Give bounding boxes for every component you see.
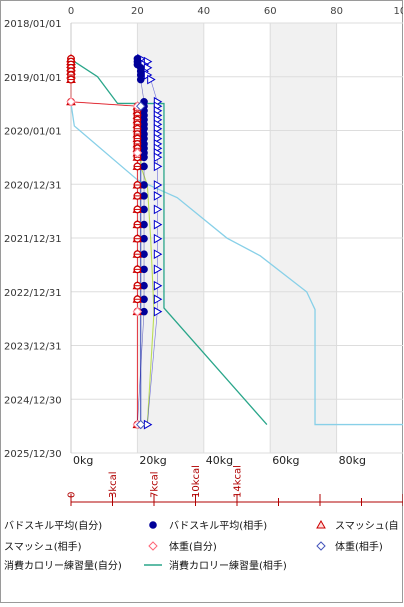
weight-line-0: [70, 101, 138, 425]
y-tick-label: 2018/01/01: [4, 19, 62, 30]
legend-label: スマッシュ(相手): [4, 540, 82, 553]
kg-tick-label: 60kg: [272, 454, 299, 467]
point-3-27: [153, 264, 163, 275]
weight-point-0-3: [132, 306, 143, 317]
top-tick-label: 80: [330, 6, 343, 17]
point-3-23: [153, 204, 163, 215]
y-tick-label: 2019/01/01: [4, 73, 62, 84]
top-tick-label: 0: [68, 6, 74, 17]
point-3-24: [153, 219, 163, 230]
top-axis-ticks: 0 20 40 60 80 100: [68, 6, 404, 17]
y-tick-label: 2022/12/31: [4, 288, 62, 299]
series-markers: [66, 53, 163, 430]
point-3-21: [153, 180, 163, 190]
top-tick-label: 60: [264, 6, 277, 17]
point-3-22: [153, 191, 163, 201]
kcal-tick-label: 14kcal: [233, 465, 244, 498]
legend-marker-3: [316, 541, 326, 551]
y-tick-label: 2021/12/31: [4, 234, 62, 245]
kg-tick-label: 20kg: [139, 454, 166, 467]
weight-point-1-1: [136, 419, 146, 430]
kcal-tick-label: 0: [67, 492, 78, 498]
legend-marker-0: [149, 521, 157, 529]
point-1-26: [140, 250, 148, 258]
top-tick-label: 20: [131, 6, 144, 17]
legend-marker-2: [148, 541, 158, 551]
kg-tick-label: 0kg: [73, 454, 93, 467]
point-1-25: [140, 234, 148, 243]
point-3-19: [153, 152, 163, 163]
point-1-28: [140, 281, 148, 290]
y-tick-label: 2025/12/30: [4, 449, 62, 460]
cumulative-line-0: [70, 103, 403, 426]
legend-marker-1: [316, 519, 326, 529]
y-tick-label: 2023/12/31: [4, 342, 62, 353]
point-1-19: [140, 153, 148, 162]
point-3-30: [153, 306, 163, 317]
point-1-29: [140, 295, 148, 304]
legend-label: バドスキル平均(自分): [4, 519, 102, 532]
legend-label: 体重(相手): [335, 540, 383, 553]
y-tick-label: 2024/12/30: [4, 395, 62, 406]
point-3-29: [153, 294, 163, 305]
weight-point-0-0: [66, 97, 76, 107]
legend-label: 消費カロリー練習量(相手): [169, 559, 287, 572]
y-tick-label: 2020/12/31: [4, 180, 62, 191]
kcal-axis: 0 3kcal 7kcal 10kcal 14kcal: [67, 465, 404, 506]
series-line-0: [70, 58, 138, 425]
weight-point-1-0: [136, 101, 146, 111]
kcal-tick-label: 7kcal: [150, 471, 161, 498]
point-3-6: [147, 74, 156, 85]
series-lines: [70, 58, 403, 426]
weight-axis-ticks: 0kg 20kg 40kg 60kg 80kg: [73, 454, 366, 467]
kg-tick-label: 80kg: [339, 454, 366, 467]
point-1-24: [140, 220, 148, 229]
point-1-23: [140, 205, 148, 214]
kcal-tick-label: 3kcal: [108, 471, 119, 498]
point-3-20: [153, 161, 163, 172]
point-1-6: [136, 75, 145, 84]
legend-label: 体重(自分): [169, 540, 217, 553]
point-3-25: [153, 233, 163, 244]
point-1-21: [140, 181, 148, 189]
kcal-tick-label: 10kcal: [191, 465, 202, 498]
legend-label: バドスキル平均(相手): [169, 519, 267, 532]
gridlines: [70, 22, 403, 454]
weight-point-0-2: [132, 148, 143, 158]
point-3-28: [153, 280, 163, 291]
point-1-22: [140, 192, 148, 200]
legend-label: スマッシュ(自: [335, 519, 399, 532]
point-1-27: [140, 265, 148, 274]
top-tick-label: 40: [197, 6, 210, 17]
y-tick-label: 2020/01/01: [4, 127, 62, 138]
point-3-26: [153, 249, 163, 260]
kg-tick-label: 40kg: [206, 454, 233, 467]
point-1-20: [140, 162, 148, 171]
top-tick-label: 100: [393, 6, 403, 17]
legend-label: 消費カロリー練習量(自分): [4, 559, 122, 572]
series-line-2: [70, 58, 138, 425]
y-axis-ticks: 2018/01/01 2019/01/01 2020/01/01 2020/12/31…: [4, 19, 62, 460]
